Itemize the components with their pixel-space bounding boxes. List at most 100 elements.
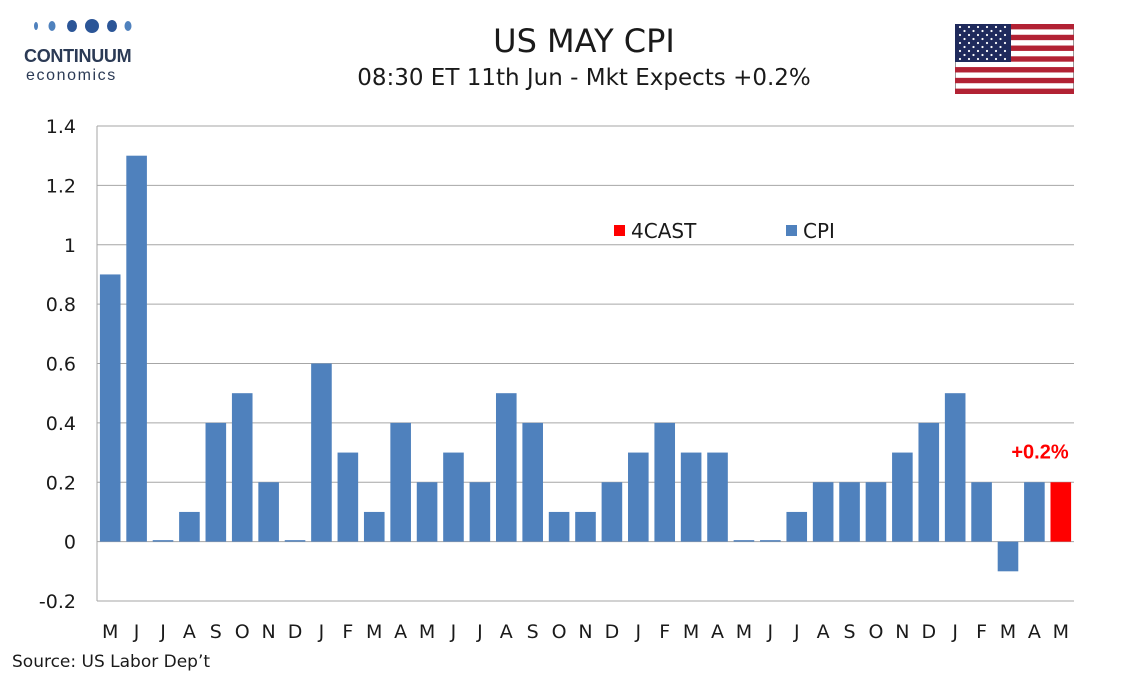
x-tick-label: A xyxy=(394,621,407,643)
bar-cpi xyxy=(680,452,702,542)
x-tick-label: M xyxy=(1053,621,1069,643)
x-tick-label: D xyxy=(605,621,620,643)
x-tick-label: J xyxy=(318,621,325,643)
x-tick-label: A xyxy=(1028,621,1041,643)
bar-cpi xyxy=(918,422,940,542)
x-tick-label: M xyxy=(102,621,118,643)
x-tick-label: O xyxy=(552,621,567,643)
x-tick-label: S xyxy=(210,621,222,643)
x-tick-label: F xyxy=(976,621,987,643)
legend-label-4cast: 4CAST xyxy=(631,219,697,243)
y-tick-label: 0.8 xyxy=(46,294,76,316)
y-tick-label: 0.4 xyxy=(46,413,76,435)
bar-cpi xyxy=(126,155,147,542)
bar-cpi xyxy=(707,452,728,542)
bar-cpi xyxy=(654,422,676,542)
bar-cpi xyxy=(469,482,491,542)
x-tick-label: J xyxy=(159,621,166,643)
bar-cpi xyxy=(416,482,438,542)
bar-cpi xyxy=(1024,482,1045,542)
x-tick-label: J xyxy=(450,621,457,643)
y-tick-label: 0.6 xyxy=(46,354,76,376)
bar-cpi xyxy=(258,482,279,542)
bar-cpi xyxy=(337,452,359,542)
x-tick-label: N xyxy=(895,621,909,643)
bar-cpi xyxy=(971,482,992,542)
bar-cpi xyxy=(205,422,227,542)
bar-cpi xyxy=(944,393,966,542)
x-tick-label: A xyxy=(183,621,196,643)
x-tick-label: F xyxy=(659,621,670,643)
bar-cpi xyxy=(575,511,596,542)
bar-cpi xyxy=(628,452,649,542)
bar-cpi xyxy=(390,422,411,542)
x-tick-label: J xyxy=(133,621,140,643)
bar-cpi xyxy=(311,363,332,542)
bar-cpi xyxy=(812,482,834,542)
bar-cpi xyxy=(733,540,755,542)
bar-cpi xyxy=(865,482,887,542)
x-tick-label: S xyxy=(844,621,856,643)
us-flag-icon xyxy=(955,24,1074,94)
x-tick-label: O xyxy=(235,621,250,643)
x-tick-label: M xyxy=(366,621,382,643)
bar-cpi xyxy=(179,511,200,542)
legend-swatch-cpi xyxy=(786,225,797,236)
bar-cpi xyxy=(997,541,1019,572)
chart-subtitle: 08:30 ET 11th Jun - Mkt Expects +0.2% xyxy=(357,65,811,91)
bar-cpi xyxy=(99,274,121,542)
x-tick-label: D xyxy=(288,621,303,643)
x-tick-label: A xyxy=(817,621,830,643)
x-tick-label: J xyxy=(793,621,800,643)
bars xyxy=(99,155,1072,572)
x-tick-label: D xyxy=(921,621,936,643)
logo-wordmark: CONTINUUM xyxy=(24,46,132,66)
bar-cpi xyxy=(548,511,570,542)
y-tick-label: -0.2 xyxy=(39,591,76,613)
continuum-economics-logo: CONTINUUM economics xyxy=(10,12,150,84)
y-tick-label: 0.2 xyxy=(46,472,76,494)
x-tick-label: A xyxy=(711,621,724,643)
x-tick-label: M xyxy=(736,621,752,643)
bar-cpi xyxy=(760,540,781,542)
x-tick-label: J xyxy=(767,621,774,643)
y-tick-label: 1 xyxy=(64,235,76,257)
bar-cpi xyxy=(522,422,543,542)
bar-cpi xyxy=(892,452,913,542)
x-tick-label: A xyxy=(500,621,513,643)
bar-cpi xyxy=(786,511,808,542)
logo-tagline: economics xyxy=(26,67,117,84)
bar-cpi xyxy=(231,393,253,542)
x-tick-label: O xyxy=(868,621,883,643)
bar-4cast xyxy=(1050,482,1072,542)
y-tick-label: 0 xyxy=(64,532,76,554)
x-tick-label: M xyxy=(683,621,699,643)
bar-cpi xyxy=(284,540,306,542)
x-tick-label: J xyxy=(476,621,483,643)
forecast-annotation: +0.2% xyxy=(1011,441,1068,463)
bar-cpi xyxy=(152,540,174,542)
legend: 4CAST CPI xyxy=(614,219,835,243)
x-tick-label: N xyxy=(262,621,276,643)
bar-cpi xyxy=(495,393,517,542)
source-note: Source: US Labor Dep’t xyxy=(12,652,211,672)
y-tick-label: 1.4 xyxy=(46,116,76,138)
x-tick-label: J xyxy=(951,621,958,643)
y-tick-label: 1.2 xyxy=(46,175,76,197)
x-tick-label: S xyxy=(527,621,539,643)
bar-cpi xyxy=(601,482,623,542)
logo-dots-icon xyxy=(34,19,132,33)
y-axis-ticks: 1.4 1.2 1 0.8 0.6 0.4 0.2 0 -0.2 xyxy=(39,116,76,613)
x-tick-label: J xyxy=(635,621,642,643)
chart-title: US MAY CPI xyxy=(493,22,675,60)
x-tick-label: F xyxy=(342,621,353,643)
bar-cpi xyxy=(363,511,385,542)
legend-swatch-4cast xyxy=(614,225,625,236)
x-tick-label: M xyxy=(1000,621,1016,643)
x-tick-label: M xyxy=(419,621,435,643)
bar-cpi xyxy=(443,452,464,542)
legend-label-cpi: CPI xyxy=(803,219,835,243)
bar-cpi xyxy=(839,482,860,542)
